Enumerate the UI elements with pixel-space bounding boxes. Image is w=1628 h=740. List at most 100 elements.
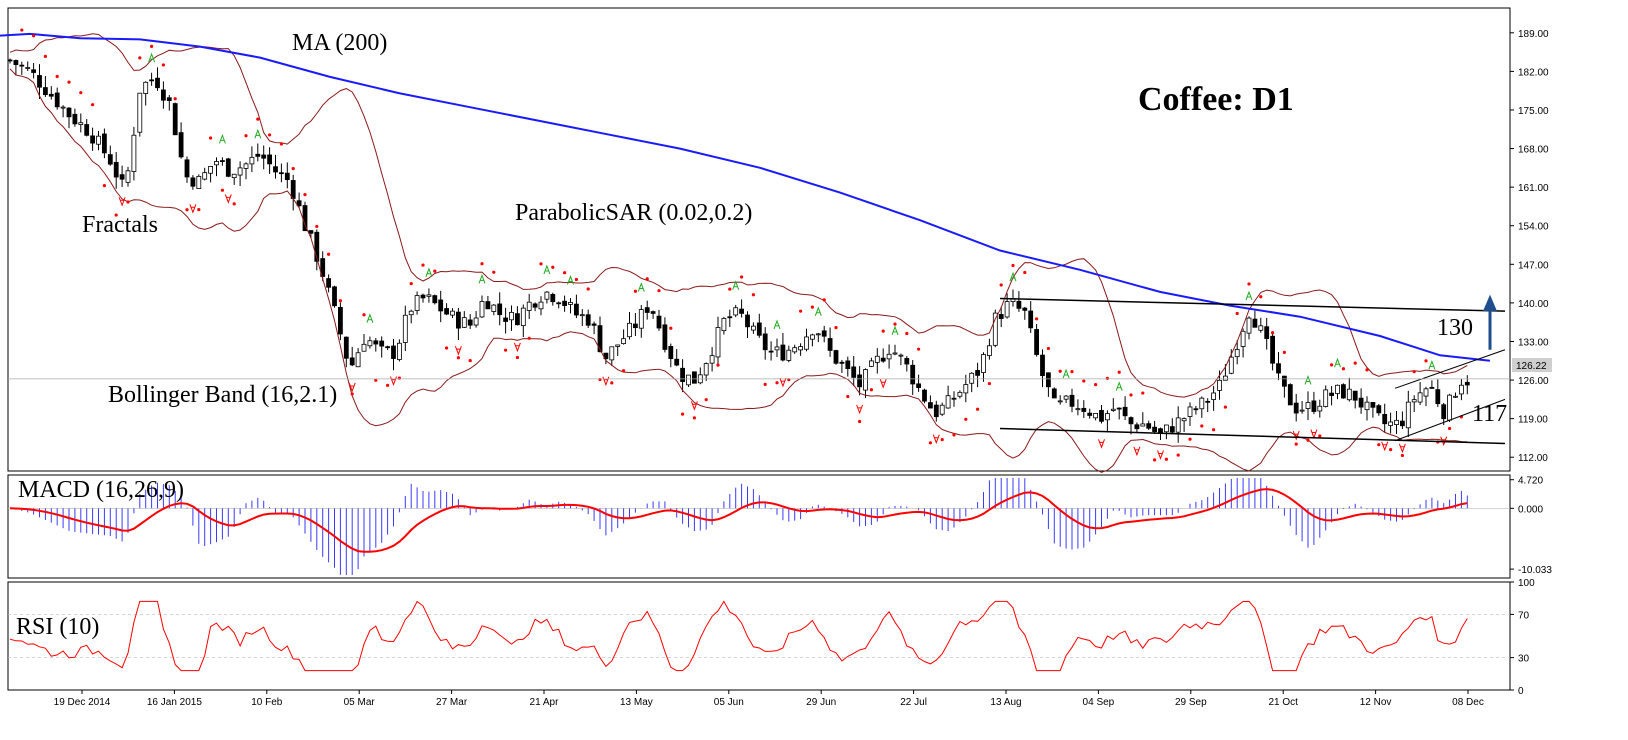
candle-body — [1193, 408, 1199, 411]
sar-dot — [185, 208, 189, 212]
candle-body — [1223, 375, 1228, 381]
sar-dot — [350, 392, 354, 396]
candle-body — [1293, 402, 1299, 414]
candle-body — [137, 92, 143, 133]
candle-body — [13, 60, 19, 65]
candle-body — [1199, 397, 1205, 410]
candle-body — [184, 159, 190, 178]
candle-body — [1405, 401, 1411, 429]
fractal-down-marker — [1157, 450, 1164, 460]
sar-dot — [31, 34, 36, 38]
sar-dot — [1117, 370, 1121, 374]
sar-dot — [574, 277, 579, 282]
candle-body — [1110, 408, 1116, 411]
fractal-up-marker — [254, 128, 262, 139]
fractal-up-marker — [773, 319, 781, 330]
sar-dot — [374, 378, 378, 382]
fractal-up-marker — [1245, 290, 1253, 301]
candle-body — [1453, 395, 1458, 398]
candle-body — [37, 75, 42, 88]
sar-dot — [987, 381, 992, 386]
bollinger-upper-line — [9, 33, 1468, 398]
rsi-line — [9, 600, 1468, 672]
candle-body — [1423, 388, 1429, 397]
candle-body — [945, 395, 951, 409]
candle-body — [438, 299, 444, 312]
candle-body — [839, 361, 845, 364]
sar-dot — [504, 348, 508, 352]
candle-body — [1099, 409, 1104, 422]
candle-body — [326, 278, 332, 288]
fractal-up-marker — [814, 306, 822, 316]
candle-body — [633, 323, 638, 329]
x-tick-label: 10 Feb — [251, 697, 283, 708]
candle-body — [349, 357, 355, 366]
candle-body — [66, 107, 72, 118]
sar-dot — [1164, 457, 1168, 461]
sar-dot — [740, 275, 744, 279]
sar-dot — [1341, 367, 1345, 371]
sar-dot — [433, 269, 437, 273]
sar-dot — [834, 326, 838, 330]
candle-body — [379, 340, 385, 347]
candle-body — [768, 350, 774, 353]
macd-panel-frame — [7, 474, 1511, 579]
rsi-layer — [8, 600, 1510, 672]
candle-body — [1240, 330, 1246, 347]
candle-body — [1258, 325, 1264, 331]
candle-body — [166, 97, 172, 101]
candle-body — [1122, 406, 1128, 417]
candle-body — [821, 330, 827, 337]
candle-body — [208, 166, 214, 174]
candle-body — [1158, 428, 1163, 433]
main-y-tick-label: 175.00 — [1518, 106, 1549, 117]
fractal-up-marker — [366, 313, 374, 323]
candle-body — [709, 355, 715, 364]
x-tick-label: 29 Jun — [806, 697, 836, 708]
candle-body — [90, 135, 95, 144]
fractal-down-marker — [602, 376, 610, 387]
sar-dot — [1023, 270, 1027, 275]
sar-dot — [1389, 448, 1393, 452]
candle-body — [792, 347, 798, 353]
sar-dot — [291, 167, 295, 171]
rsi-panel-frame — [7, 581, 1511, 691]
candle-body — [975, 370, 980, 376]
rising-wedge-upper-line — [1394, 349, 1506, 389]
sar-dot — [1412, 370, 1416, 374]
candle-body — [255, 153, 261, 157]
macd-label: MACD (16,26,9) — [18, 477, 184, 503]
candle-body — [1028, 310, 1034, 329]
candle-body — [1429, 387, 1435, 389]
candle-body — [780, 344, 786, 361]
fractal-down-marker — [932, 434, 940, 445]
candle-body — [1069, 394, 1075, 407]
fractal-up-marker — [637, 282, 645, 292]
sar-dot — [704, 398, 708, 402]
main-price-layer — [0, 28, 1510, 473]
sar-dot — [1235, 311, 1239, 316]
candle-body — [827, 338, 833, 351]
candle-body — [113, 161, 119, 178]
candle-body — [692, 371, 697, 384]
fractal-up-marker — [218, 133, 226, 144]
candle-body — [1087, 412, 1093, 416]
candle-body — [916, 383, 921, 389]
candle-body — [627, 322, 632, 338]
candle-body — [1282, 375, 1287, 387]
candle-body — [1376, 405, 1382, 414]
candle-body — [668, 346, 674, 359]
candle-body — [373, 340, 379, 345]
fractal-up-marker — [891, 325, 899, 336]
upper-channel-line — [999, 297, 1506, 312]
sar-dot — [338, 299, 342, 303]
candle-body — [172, 103, 178, 136]
candle-body — [739, 308, 744, 314]
candle-body — [1146, 423, 1152, 429]
candle-body — [296, 200, 302, 207]
candle-body — [467, 319, 473, 326]
candle-body — [1040, 354, 1045, 377]
sar-dot — [1306, 438, 1310, 442]
candle-body — [361, 343, 367, 352]
